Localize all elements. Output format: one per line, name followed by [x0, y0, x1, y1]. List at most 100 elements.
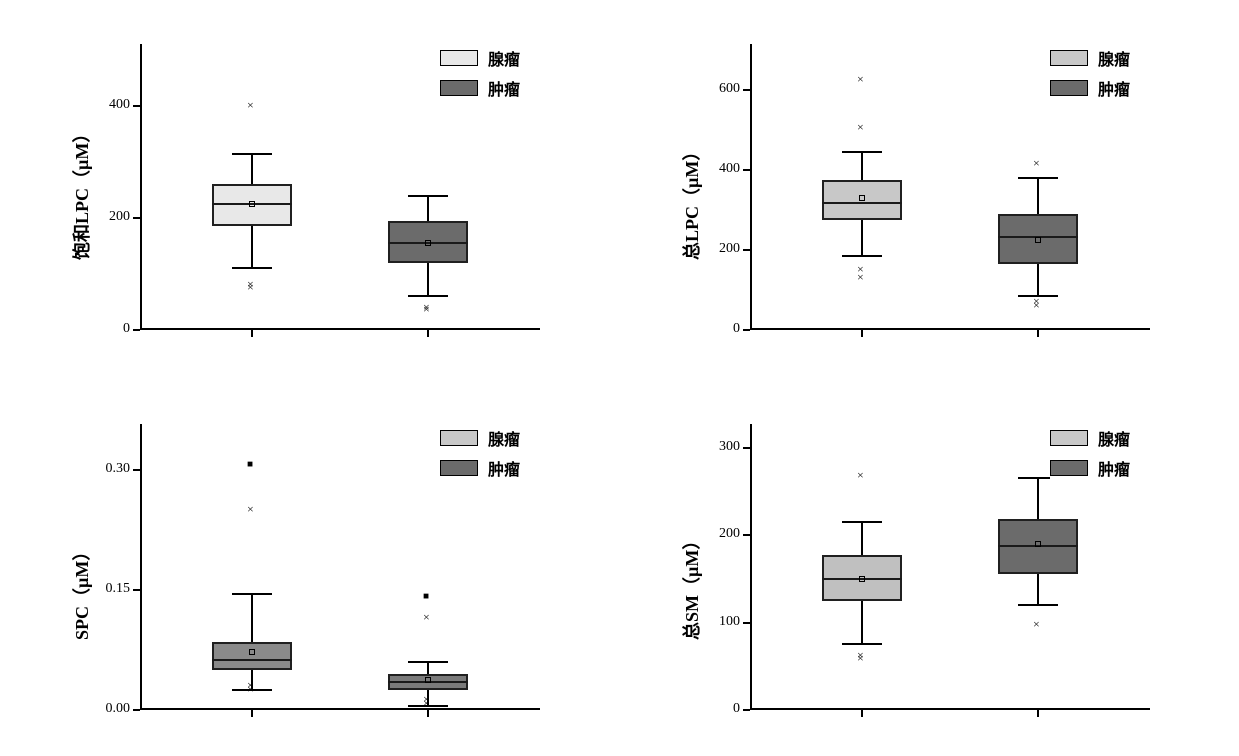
legend-swatch: [1050, 460, 1088, 476]
box: [212, 642, 292, 670]
whisker-upper: [427, 662, 429, 674]
y-tick: [133, 105, 140, 107]
x-tick: [1037, 710, 1039, 717]
y-tick-label: 300: [690, 439, 740, 455]
y-tick-label: 0: [690, 701, 740, 717]
outlier-x-icon: ×: [1033, 157, 1040, 169]
legend-item: 肿瘤: [1050, 454, 1130, 482]
legend-item: 腺瘤: [1050, 44, 1130, 72]
whisker-upper: [1037, 178, 1039, 214]
panel-p3: 0.000.150.30×××■×××■SPC（µM）腺瘤肿瘤: [30, 400, 570, 740]
y-tick: [133, 469, 140, 471]
x-axis: [140, 328, 540, 330]
whisker-upper: [251, 594, 253, 642]
legend-swatch: [1050, 430, 1088, 446]
y-tick-label: 400: [80, 97, 130, 113]
y-axis-label: 饱和LPC（µM）: [68, 125, 94, 260]
y-tick-label: 0.30: [80, 461, 130, 477]
legend-label: 肿瘤: [1098, 76, 1130, 100]
y-tick: [743, 622, 750, 624]
panel-p4: 0100200300××××总SM（µM）腺瘤肿瘤: [640, 400, 1180, 740]
outlier-x-icon: ×: [247, 679, 254, 691]
whisker-lower-cap: [408, 295, 448, 297]
outlier-x-icon: ×: [857, 73, 864, 85]
mean-marker: [425, 677, 431, 683]
legend-label: 腺瘤: [488, 426, 520, 450]
legend-item: 腺瘤: [1050, 424, 1130, 452]
legend-item: 肿瘤: [440, 74, 520, 102]
outlier-x-icon: ×: [247, 503, 254, 515]
mean-marker: [859, 195, 865, 201]
y-axis-label: 总LPC（µM）: [678, 143, 704, 260]
y-tick-label: 600: [690, 81, 740, 97]
y-tick-label: 0: [690, 321, 740, 337]
x-axis: [140, 708, 540, 710]
x-axis: [750, 328, 1150, 330]
x-tick: [251, 330, 253, 337]
outlier-x-icon: ×: [857, 469, 864, 481]
legend-swatch: [440, 80, 478, 96]
median-line: [822, 202, 902, 204]
whisker-upper: [861, 522, 863, 555]
y-tick-label: 0.00: [80, 701, 130, 717]
mean-marker: [249, 649, 255, 655]
y-axis: [140, 424, 142, 710]
outlier-x-icon: ×: [857, 121, 864, 133]
outlier-x-icon: ×: [1033, 295, 1040, 307]
y-tick: [133, 329, 140, 331]
outlier-x-icon: ×: [1033, 618, 1040, 630]
x-tick: [427, 710, 429, 717]
outlier-x-icon: ×: [423, 611, 430, 623]
y-tick: [743, 169, 750, 171]
whisker-upper-cap: [842, 521, 882, 523]
mean-marker: [425, 240, 431, 246]
y-axis: [750, 424, 752, 710]
outlier-x-icon: ×: [857, 649, 864, 661]
y-tick: [133, 709, 140, 711]
mean-marker: [1035, 237, 1041, 243]
y-tick: [743, 329, 750, 331]
mean-marker: [1035, 541, 1041, 547]
y-tick-label: 0: [80, 321, 130, 337]
whisker-lower-cap: [1018, 604, 1058, 606]
legend: 腺瘤肿瘤: [1050, 42, 1130, 104]
legend-label: 腺瘤: [1098, 46, 1130, 70]
outlier-x-icon: ×: [247, 278, 254, 290]
outlier-x-icon: ×: [247, 99, 254, 111]
whisker-lower: [1037, 574, 1039, 605]
whisker-lower: [1037, 264, 1039, 296]
whisker-upper-cap: [408, 195, 448, 197]
panel-p2: 0200400600×××××××总LPC（µM）腺瘤肿瘤: [640, 20, 1180, 360]
legend-label: 肿瘤: [488, 76, 520, 100]
whisker-upper-cap: [408, 661, 448, 663]
x-axis: [750, 708, 1150, 710]
legend-swatch: [1050, 50, 1088, 66]
y-tick: [743, 249, 750, 251]
outlier-x-icon: ×: [423, 301, 430, 313]
legend-label: 腺瘤: [488, 46, 520, 70]
mean-marker: [859, 576, 865, 582]
x-tick: [861, 710, 863, 717]
legend-swatch: [1050, 80, 1088, 96]
outlier-square-icon: ■: [423, 592, 429, 602]
x-tick: [251, 710, 253, 717]
median-line: [212, 659, 292, 661]
y-tick: [133, 589, 140, 591]
y-axis-label: 总SM（µM）: [678, 532, 704, 640]
whisker-upper: [251, 154, 253, 185]
y-axis-label: SPC（µM）: [68, 543, 94, 640]
y-tick: [743, 89, 750, 91]
whisker-lower-cap: [232, 267, 272, 269]
legend: 腺瘤肿瘤: [440, 42, 520, 104]
whisker-upper-cap: [1018, 177, 1058, 179]
legend-swatch: [440, 50, 478, 66]
outlier-x-icon: ×: [423, 693, 430, 705]
y-tick: [133, 217, 140, 219]
legend-swatch: [440, 430, 478, 446]
whisker-upper: [1037, 478, 1039, 519]
legend: 腺瘤肿瘤: [440, 422, 520, 484]
whisker-lower: [861, 220, 863, 256]
y-tick: [743, 447, 750, 449]
y-axis: [140, 44, 142, 330]
whisker-lower: [861, 601, 863, 645]
